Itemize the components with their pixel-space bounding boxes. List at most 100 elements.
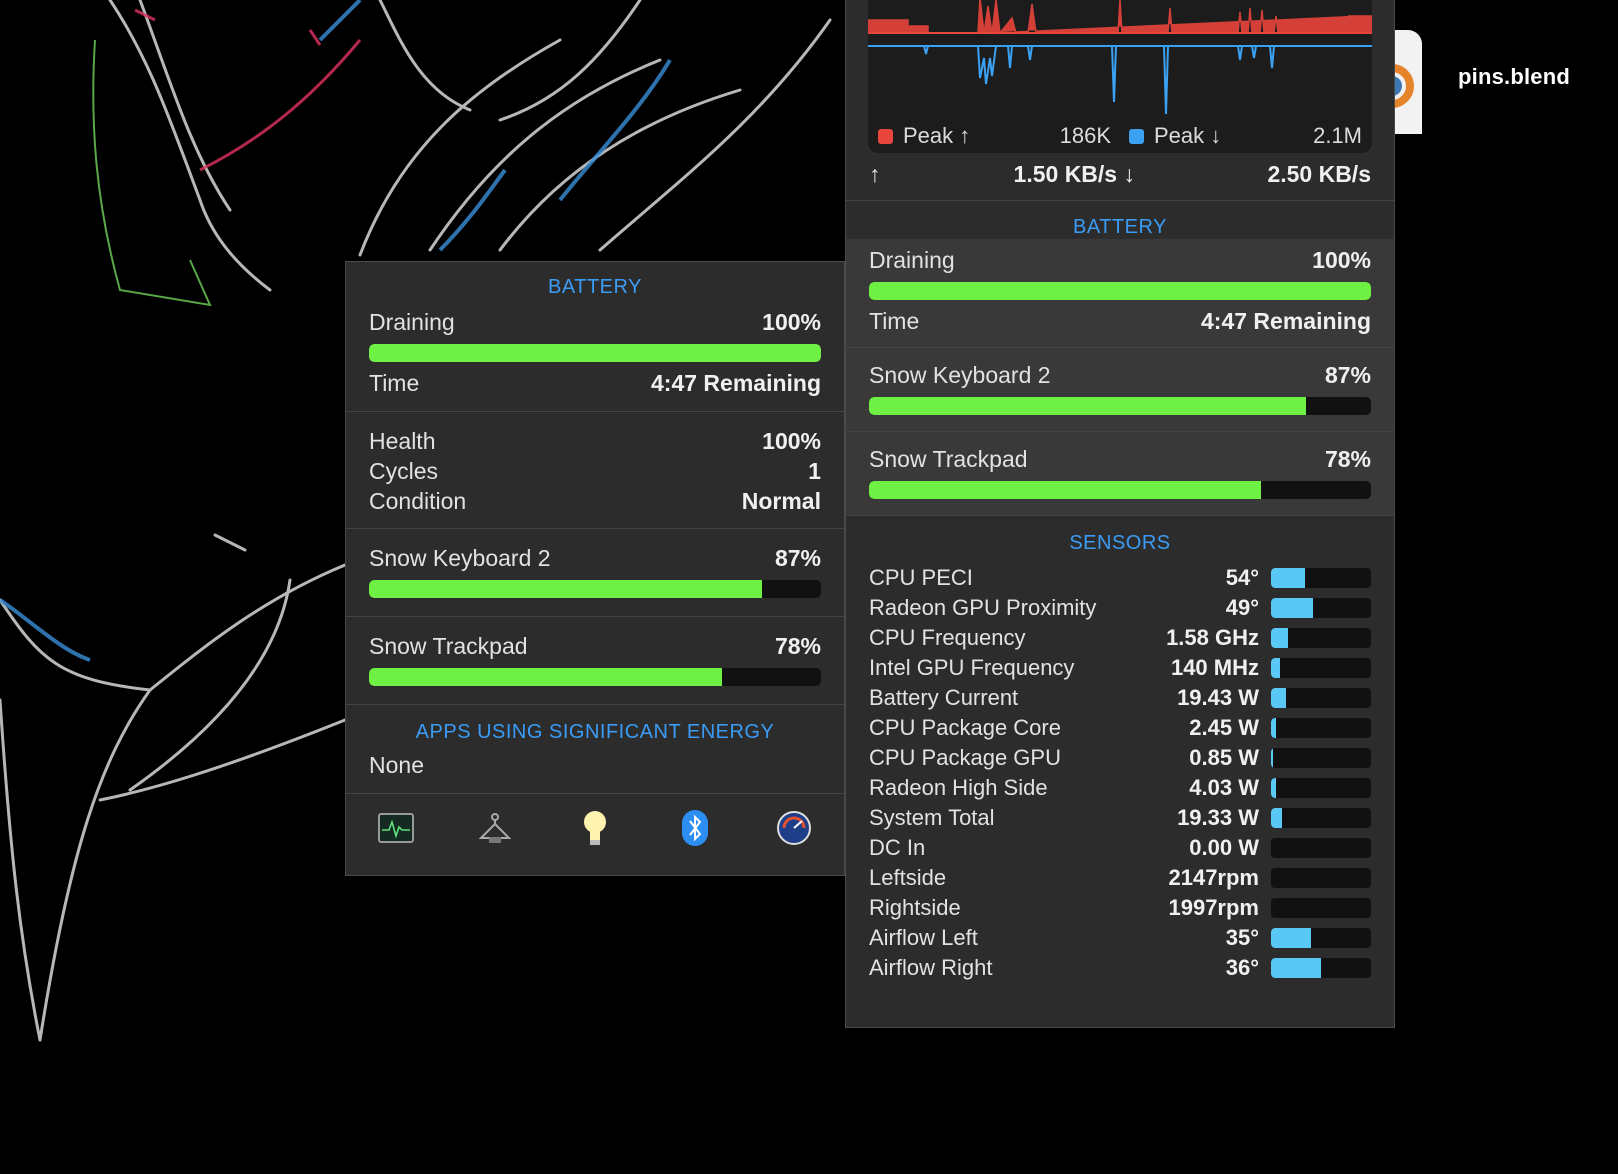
sensor-row: CPU PECI 54° bbox=[869, 563, 1371, 593]
sensor-value: 2.45 W bbox=[1189, 715, 1259, 740]
sensor-row: Airflow Left 35° bbox=[869, 923, 1371, 953]
sensor-row: Airflow Right 36° bbox=[869, 953, 1371, 983]
keyboard-label: Snow Keyboard 2 bbox=[369, 545, 551, 571]
right-time-value: 4:47 Remaining bbox=[1201, 308, 1371, 334]
right-keyboard-label: Snow Keyboard 2 bbox=[869, 362, 1051, 388]
sensor-value: 19.33 W bbox=[1177, 805, 1259, 830]
upload-arrow-icon: ↑ bbox=[869, 161, 881, 187]
sensor-value: 19.43 W bbox=[1177, 685, 1259, 710]
download-color-swatch bbox=[1129, 128, 1144, 144]
sensor-label: System Total bbox=[869, 805, 995, 830]
right-trackpad-bar bbox=[869, 481, 1371, 499]
trackpad-label: Snow Trackpad bbox=[369, 633, 528, 659]
sensor-bar bbox=[1271, 928, 1371, 948]
sensor-bar bbox=[1271, 958, 1371, 978]
network-graph: Peak ↑ 186K Peak ↓ 2.1M bbox=[868, 0, 1372, 153]
right-battery-level-bar bbox=[869, 282, 1371, 300]
condition-label: Condition bbox=[369, 488, 467, 514]
sensor-label: Intel GPU Frequency bbox=[869, 655, 1075, 680]
network-activity-chart bbox=[868, 0, 1372, 115]
sensor-label: Radeon GPU Proximity bbox=[869, 595, 1097, 620]
sensor-bar bbox=[1271, 838, 1371, 858]
sensor-bar bbox=[1271, 568, 1371, 588]
istat-menus-panel: Peak ↑ 186K Peak ↓ 2.1M ↑ 1.50 KB/s ↓ 2.… bbox=[845, 0, 1395, 1028]
bluetooth-icon[interactable] bbox=[676, 809, 714, 847]
time-value: 4:47 Remaining bbox=[651, 370, 821, 396]
sensor-row: Intel GPU Frequency 140 MHz bbox=[869, 653, 1371, 683]
peak-down-value: 2.1M bbox=[1313, 123, 1362, 148]
sensor-label: CPU Frequency bbox=[869, 625, 1026, 650]
sensor-value: 1997rpm bbox=[1168, 895, 1259, 920]
health-value: 100% bbox=[762, 428, 821, 454]
draining-value: 100% bbox=[762, 309, 821, 335]
sensor-row: CPU Package GPU 0.85 W bbox=[869, 743, 1371, 773]
sensor-bar bbox=[1271, 718, 1371, 738]
keyboard-value: 87% bbox=[774, 545, 821, 571]
right-trackpad-value: 78% bbox=[1324, 446, 1371, 472]
sensor-bar bbox=[1271, 778, 1371, 798]
sensor-label: Airflow Left bbox=[869, 925, 978, 950]
draining-label: Draining bbox=[369, 309, 455, 335]
sensor-row: Rightside 1997rpm bbox=[869, 893, 1371, 923]
sensor-row: Leftside 2147rpm bbox=[869, 863, 1371, 893]
time-label: Time bbox=[369, 370, 420, 396]
sensor-row: CPU Package Core 2.45 W bbox=[869, 713, 1371, 743]
trackpad-value: 78% bbox=[774, 633, 821, 659]
sensor-bar bbox=[1271, 868, 1371, 888]
file-name: pins.blend bbox=[1458, 64, 1570, 89]
sensor-value: 0.00 W bbox=[1189, 835, 1259, 860]
sensor-value: 1.58 GHz bbox=[1166, 625, 1259, 650]
cycles-label: Cycles bbox=[369, 458, 439, 484]
sensor-label: CPU Package Core bbox=[869, 715, 1061, 740]
sensor-value: 140 MHz bbox=[1170, 655, 1259, 680]
activity-monitor-icon[interactable] bbox=[377, 809, 415, 847]
panel-toolbar bbox=[346, 794, 844, 862]
sensor-value: 35° bbox=[1225, 925, 1259, 950]
sensor-bar bbox=[1271, 658, 1371, 678]
right-draining-label: Draining bbox=[869, 247, 955, 273]
sensor-value: 54° bbox=[1225, 565, 1259, 590]
peak-up-value: 186K bbox=[1059, 123, 1111, 148]
right-time-label: Time bbox=[869, 308, 920, 334]
sensor-label: CPU Package GPU bbox=[869, 745, 1061, 770]
sensor-bar bbox=[1271, 628, 1371, 648]
health-label: Health bbox=[369, 428, 436, 454]
peak-down-label: Peak ↓ bbox=[1154, 123, 1222, 148]
sensor-bar bbox=[1271, 808, 1371, 828]
apps-energy-title: APPS USING SIGNIFICANT ENERGY bbox=[415, 721, 775, 743]
sensor-row: DC In 0.00 W bbox=[869, 833, 1371, 863]
battery-level-bar bbox=[369, 344, 821, 362]
sensor-value: 0.85 W bbox=[1189, 745, 1259, 770]
sensor-label: DC In bbox=[869, 835, 926, 860]
sensor-bar bbox=[1271, 688, 1371, 708]
network-legend: Peak ↑ 186K Peak ↓ 2.1M bbox=[878, 123, 1362, 149]
sensor-value: 36° bbox=[1225, 955, 1259, 980]
right-trackpad-label: Snow Trackpad bbox=[869, 446, 1028, 472]
hanger-icon[interactable] bbox=[476, 809, 514, 847]
right-draining-value: 100% bbox=[1312, 247, 1371, 273]
upload-rate: 1.50 KB/s ↓ bbox=[1013, 161, 1135, 187]
sensor-row: Radeon High Side 4.03 W bbox=[869, 773, 1371, 803]
sensor-label: Leftside bbox=[869, 865, 947, 890]
sensor-label: Battery Current bbox=[869, 685, 1019, 710]
sensor-value: 2147rpm bbox=[1168, 865, 1259, 890]
lightbulb-icon[interactable] bbox=[576, 809, 614, 847]
sensor-list: CPU PECI 54° Radeon GPU Proximity 49° CPU Fr… bbox=[869, 563, 1371, 983]
sensors-title: SENSORS bbox=[1069, 532, 1171, 554]
battery-dropdown-panel: BATTERY Draining 100% Time 4:47 Remainin… bbox=[345, 261, 845, 876]
istat-icon[interactable] bbox=[775, 809, 813, 847]
sensor-row: System Total 19.33 W bbox=[869, 803, 1371, 833]
trackpad-battery-bar bbox=[369, 668, 821, 686]
right-keyboard-bar bbox=[869, 397, 1371, 415]
right-battery-title: BATTERY bbox=[1073, 216, 1167, 238]
sensor-value: 4.03 W bbox=[1189, 775, 1259, 800]
desktop-file[interactable]: pins.blend bbox=[1370, 30, 1610, 140]
upload-color-swatch bbox=[878, 128, 893, 144]
sensor-bar bbox=[1271, 598, 1371, 618]
sensor-label: Rightside bbox=[869, 895, 961, 920]
apps-energy-value: None bbox=[369, 752, 424, 778]
right-keyboard-value: 87% bbox=[1324, 362, 1371, 388]
keyboard-battery-bar bbox=[369, 580, 821, 598]
battery-section-title: BATTERY bbox=[548, 276, 642, 298]
